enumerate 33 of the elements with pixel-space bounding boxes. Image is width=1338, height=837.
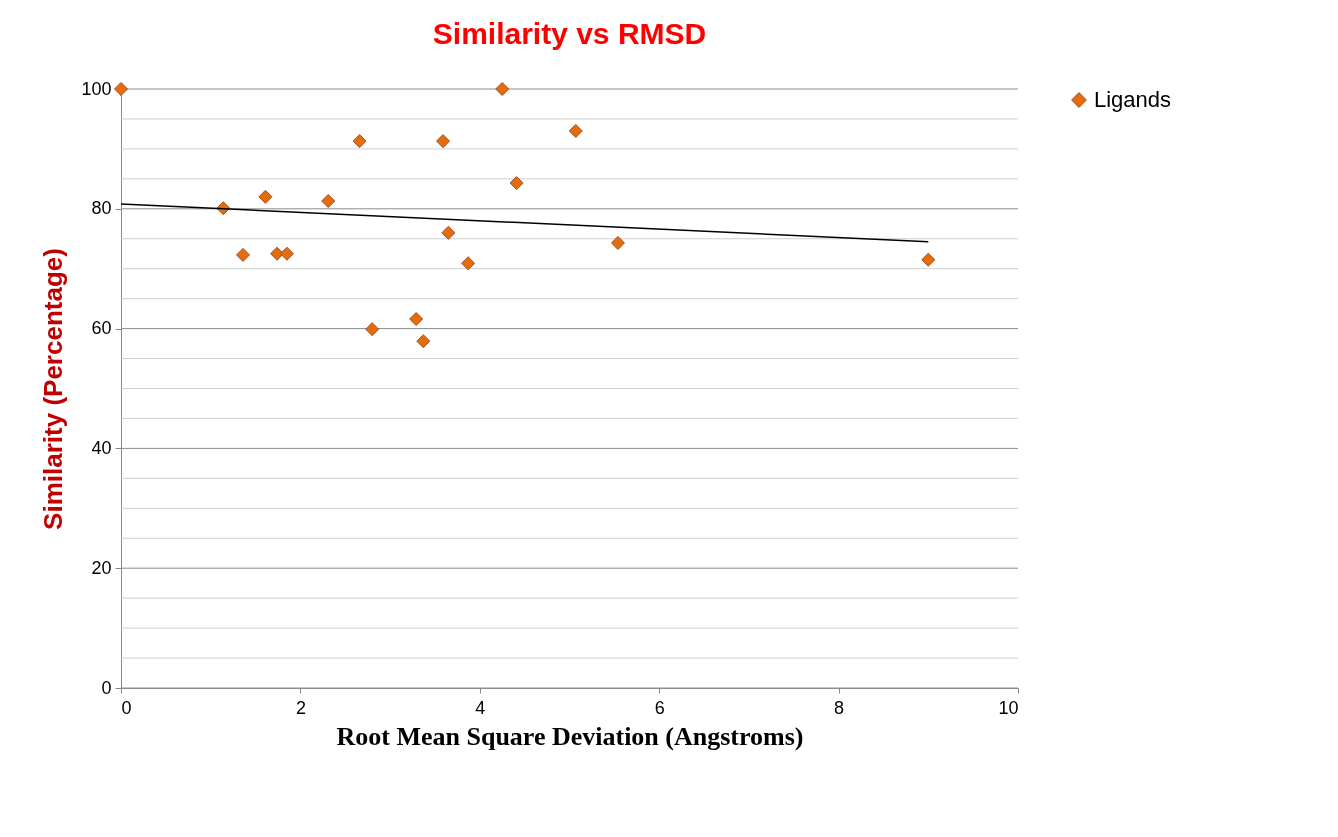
point — [321, 193, 336, 209]
x-axis-title: Root Mean Square Deviation (Angstroms) — [336, 721, 804, 751]
point — [258, 189, 273, 204]
x-tick-label: 6 — [654, 697, 665, 718]
point — [279, 246, 294, 261]
point — [610, 235, 625, 250]
point — [416, 334, 431, 349]
point — [235, 247, 251, 262]
point — [436, 134, 451, 149]
point — [568, 123, 583, 138]
point — [495, 81, 510, 97]
point — [352, 134, 367, 149]
point — [509, 176, 524, 191]
y-tick-label: 60 — [91, 318, 112, 339]
legend-label: Ligands — [1094, 87, 1172, 112]
x-tick-label: 0 — [121, 697, 132, 718]
y-tick-label: 80 — [91, 198, 112, 219]
chart-title: Similarity vs RMSD — [432, 17, 707, 50]
point — [921, 252, 936, 267]
y-tick-label: 100 — [81, 78, 112, 99]
y-tick-label: 0 — [101, 677, 112, 698]
y-tick-label: 20 — [91, 557, 112, 578]
y-tick-label: 40 — [91, 437, 112, 458]
x-tick-label: 8 — [834, 697, 845, 718]
y-axis-title: Similarity (Percentage) — [38, 248, 69, 530]
point — [409, 312, 424, 327]
point — [441, 225, 456, 240]
x-tick-label: 2 — [295, 697, 306, 718]
point — [461, 256, 476, 271]
x-tick-label: 4 — [475, 697, 486, 718]
point — [113, 81, 129, 97]
point — [365, 322, 380, 337]
x-tick-label: 10 — [998, 697, 1019, 718]
